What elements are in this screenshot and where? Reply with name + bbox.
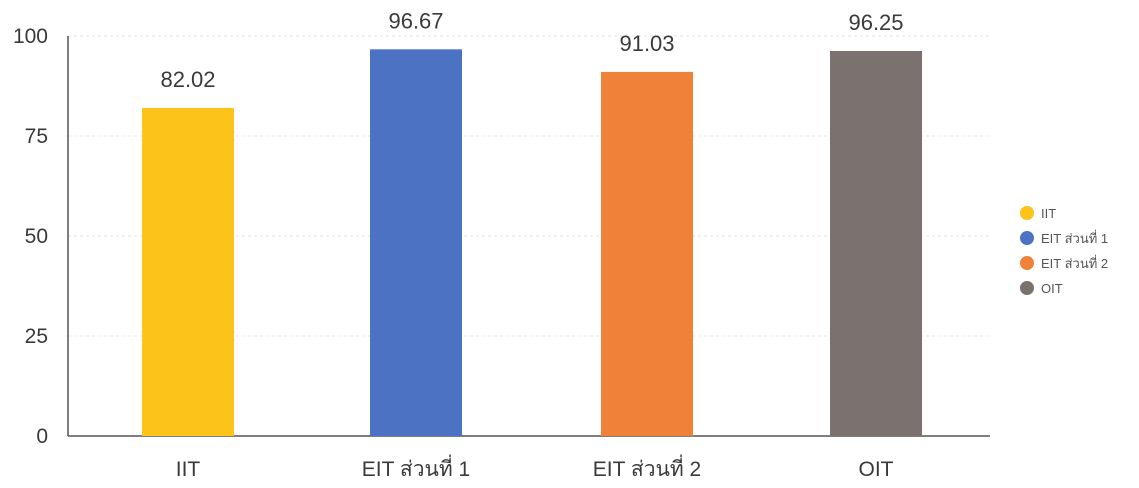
data-label: 82.02 (160, 67, 215, 92)
legend-entry: OIT (1041, 281, 1063, 296)
x-tick-label: EIT ส่วนที่ 2 (593, 454, 701, 481)
legend-marker (1020, 256, 1034, 270)
legend-marker (1020, 206, 1034, 220)
y-axis-ticks: 0 25 50 75 100 (13, 25, 48, 448)
data-label: 91.03 (619, 31, 674, 56)
legend-entry: IIT (1041, 206, 1056, 221)
x-tick-label: EIT ส่วนที่ 1 (362, 454, 470, 481)
legend-entry: EIT ส่วนที่ 2 (1041, 255, 1108, 271)
y-tick-label: 100 (13, 25, 48, 48)
legend: IIT EIT ส่วนที่ 1 EIT ส่วนที่ 2 OIT (1020, 206, 1108, 296)
bar (601, 71, 693, 436)
bar (370, 49, 462, 436)
legend-marker (1020, 281, 1034, 295)
x-tick-label: OIT (859, 458, 894, 481)
data-label: 96.25 (848, 10, 903, 35)
y-tick-label: 25 (25, 325, 48, 348)
bar (830, 51, 922, 436)
legend-entry: EIT ส่วนที่ 1 (1041, 230, 1108, 246)
bars (142, 49, 922, 437)
y-tick-label: 50 (25, 225, 48, 248)
data-label: 96.67 (388, 8, 443, 33)
legend-marker (1020, 231, 1034, 245)
bar (142, 107, 234, 437)
y-tick-label: 0 (36, 425, 48, 448)
data-labels: 82.02 96.67 91.03 96.25 (160, 8, 903, 92)
category-labels: IIT EIT ส่วนที่ 1 EIT ส่วนที่ 2 OIT (176, 454, 894, 481)
x-tick-label: IIT (176, 458, 201, 481)
y-tick-label: 75 (25, 125, 48, 148)
